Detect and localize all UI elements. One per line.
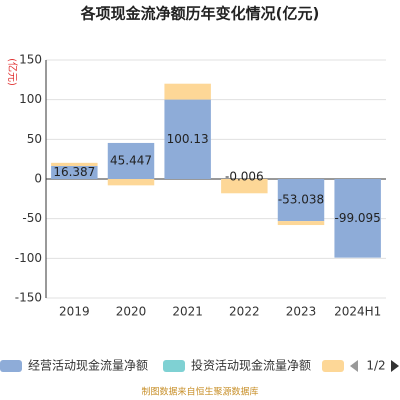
y-tick-label: 50 xyxy=(27,132,42,146)
x-tick-label: 2019 xyxy=(59,305,90,319)
bar xyxy=(277,221,325,226)
legend-label[interactable]: 投资活动现金流量净额 xyxy=(191,358,311,373)
x-tick-label: 2022 xyxy=(229,305,260,319)
x-tick-label: 2021 xyxy=(172,305,203,319)
y-tick-label: 150 xyxy=(19,53,42,67)
value-label: 16.387 xyxy=(53,165,95,179)
bar xyxy=(51,162,98,166)
value-label: -99.095 xyxy=(335,211,381,225)
bar xyxy=(164,83,211,100)
y-tick-label: -100 xyxy=(15,251,42,265)
bar xyxy=(107,142,155,179)
legend-swatch[interactable] xyxy=(322,360,344,372)
footer: 制图数据来自恒生聚源数据库 xyxy=(141,386,258,398)
value-label: -0.006 xyxy=(225,170,264,184)
legend-label[interactable]: 经营活动现金流量净额 xyxy=(28,358,148,373)
bar xyxy=(164,99,211,179)
y-tick-label: 0 xyxy=(34,172,42,186)
legend-prev[interactable] xyxy=(350,360,358,372)
y-tick-label: -150 xyxy=(15,291,42,305)
y-tick-label: 100 xyxy=(19,92,42,106)
legend-swatch[interactable] xyxy=(0,360,22,372)
y-axis-label: (亿元) xyxy=(6,58,19,86)
chart-title: 各项现金流净额历年变化情况(亿元) xyxy=(80,5,320,23)
value-label: 45.447 xyxy=(110,153,152,167)
y-tick-label: -50 xyxy=(22,211,42,225)
x-tick-label: 2020 xyxy=(116,305,147,319)
bar xyxy=(277,179,325,222)
x-tick-label: 2024H1 xyxy=(334,305,381,319)
legend-swatch[interactable] xyxy=(163,360,185,372)
bar xyxy=(334,179,381,258)
legend-next[interactable] xyxy=(391,360,399,372)
x-tick-label: 2023 xyxy=(286,305,317,319)
bar xyxy=(51,165,98,179)
value-label: -53.038 xyxy=(278,193,324,207)
bar xyxy=(221,179,268,194)
value-label: 100.13 xyxy=(167,132,209,146)
bar xyxy=(107,179,155,186)
legend-page: 1/2 xyxy=(366,359,385,373)
